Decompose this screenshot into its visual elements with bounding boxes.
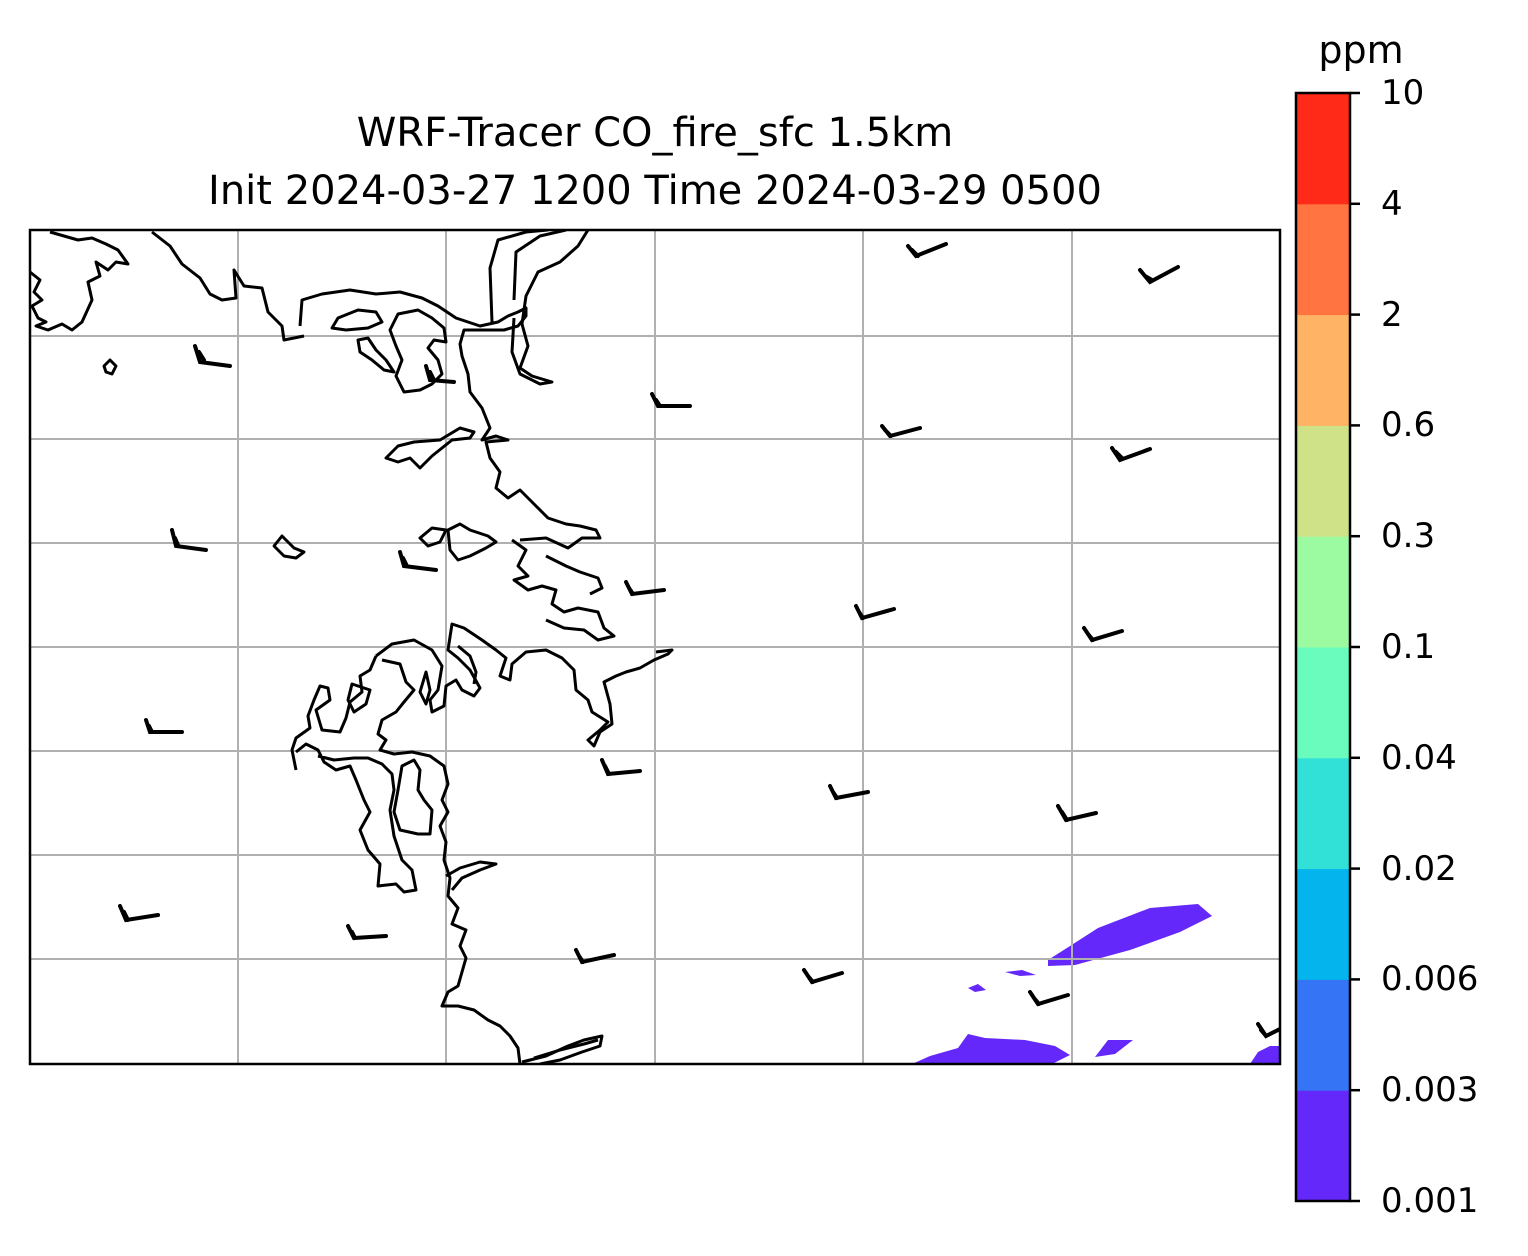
plume-patch [1095,1040,1133,1057]
colorbar-tick-label: 0.02 [1381,848,1457,889]
wind-barb [193,344,232,368]
wind-barb [1056,804,1098,823]
gridlines [30,230,1280,1064]
wind-barb [880,424,922,439]
coastline [102,358,118,376]
coastline [330,308,384,332]
wind-barb [906,242,948,259]
coastline [384,426,476,470]
coastline [388,308,448,394]
colorbar-tick-label: 0.001 [1381,1181,1479,1221]
wind-barb [1082,626,1124,643]
wind-barb [650,392,692,408]
wind-barb [144,718,184,734]
colorbar-tick-label: 10 [1381,73,1425,113]
wind-barb [398,550,438,572]
colorbar-unit-label: ppm [1318,28,1404,72]
colorbar-segment [1296,536,1350,648]
colorbar-segment [1296,647,1350,759]
wind-barb [1256,1022,1280,1039]
colorbar-segment [1296,979,1350,1091]
colorbar-segment [1296,757,1350,870]
wind-barbs [118,242,1280,1039]
coastline [418,670,432,706]
wind-barb [828,784,870,801]
wind-barb [600,758,642,777]
plume-patch [1250,1046,1280,1064]
wind-barb [1110,446,1152,463]
colorbar-tick-label: 0.1 [1381,627,1436,667]
coastline [511,538,616,642]
colorbar-segment [1296,93,1350,205]
colorbar-tick-label: 0.003 [1381,1070,1479,1111]
coastline [272,534,306,560]
colorbar-tick-label: 0.04 [1381,737,1457,778]
colorbar-ticks [1350,91,1360,1203]
coastline [151,230,305,342]
map-frame [28,228,1282,1066]
coastline [298,288,602,550]
coastlines [30,230,674,1064]
title-line-1: WRF-Tracer CO_fire_sfc 1.5km [356,110,954,156]
coastline [512,230,567,301]
wind-barb [854,604,896,621]
coastline [375,622,674,748]
wind-barb [802,968,844,985]
colorbar-segment [1296,1090,1350,1202]
map-content [30,230,1280,1064]
colorbar-tick-label: 4 [1381,183,1403,224]
map-title: WRF-Tracer CO_fire_sfc 1.5km Init 2024-0… [30,104,1280,220]
title-line-2: Init 2024-03-27 1200 Time 2024-03-29 050… [208,168,1102,214]
colorbar [1296,93,1350,1202]
coastline [356,336,396,374]
coastline [446,522,498,562]
coastline [295,742,418,894]
colorbar-segment [1296,425,1350,537]
colorbar-tick-label: 0.6 [1381,405,1436,446]
wind-barb [346,924,388,941]
coastline [290,655,378,771]
wind-barb [170,528,208,552]
plume-patch [968,984,986,992]
colorbar-segment [1296,314,1350,426]
colorbar-tick-label: 0.3 [1381,516,1436,557]
colorbar-tick-label: 2 [1381,294,1403,335]
coastline [545,554,604,596]
plume-patch [912,1034,1070,1064]
colorbar-tick-label: 0.006 [1381,959,1479,1000]
wind-barb [574,948,616,965]
colorbar-segment [1296,868,1350,980]
coastline [346,682,372,714]
coastline [392,758,434,836]
coastline [445,860,498,891]
coastline [457,644,478,685]
wind-barb [624,580,666,597]
coastline [30,230,130,332]
coastline [488,230,549,323]
wind-barb [1138,265,1180,285]
plume-patch [1048,904,1212,966]
wind-barb [118,904,160,923]
plume-patch [1005,970,1036,976]
colorbar-segment [1296,203,1350,316]
coastline [418,526,448,548]
coastline [376,658,522,1064]
coastline [510,230,590,386]
coastline [533,1038,599,1060]
wind-barb [424,364,456,384]
co-plume [912,904,1280,1064]
wind-barb [1028,990,1070,1007]
